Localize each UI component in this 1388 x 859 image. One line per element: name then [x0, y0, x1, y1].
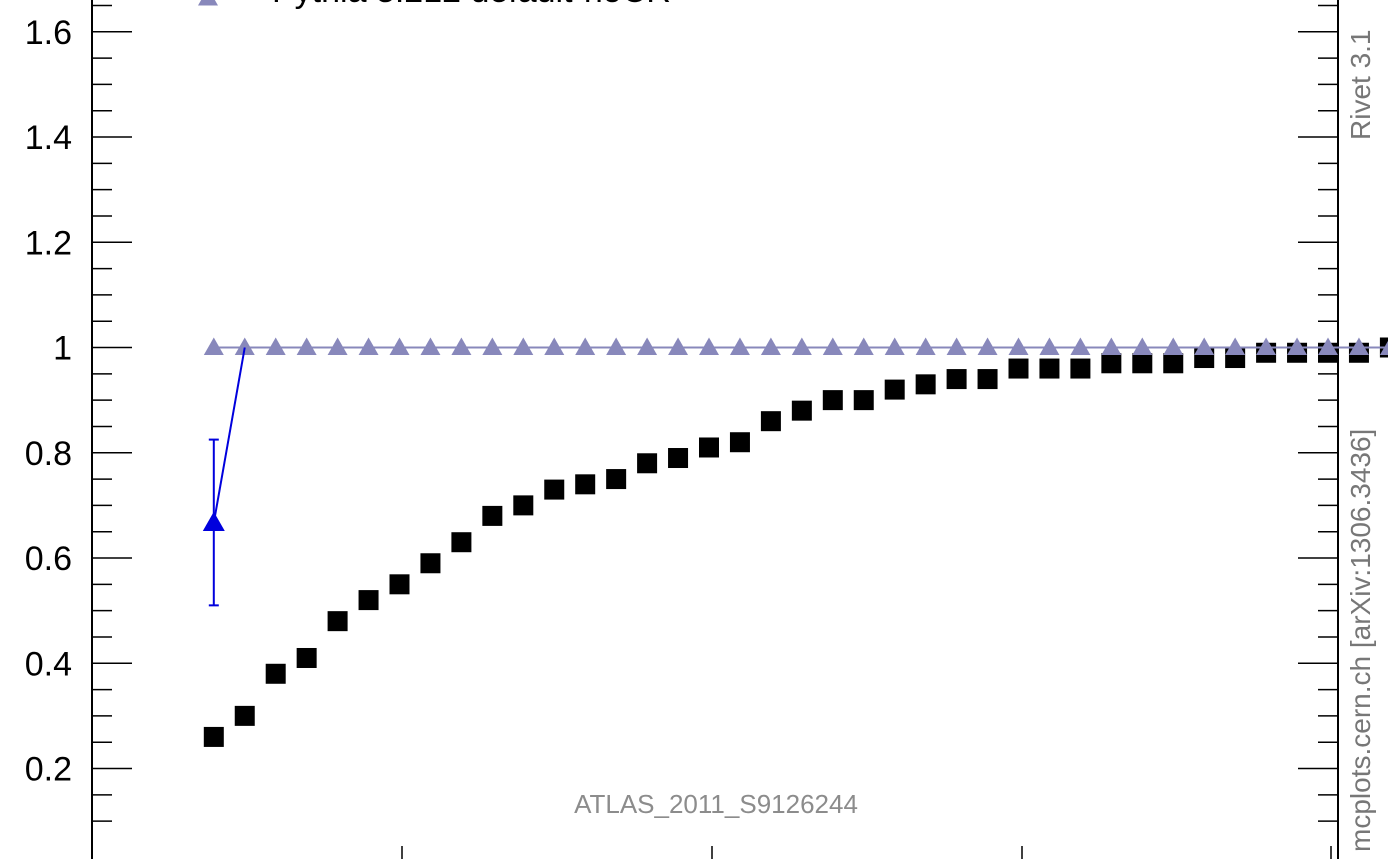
data-point-triangle	[389, 337, 410, 355]
data-point-triangle	[513, 337, 534, 355]
data-point-triangle	[451, 337, 472, 355]
data-point-square	[389, 574, 410, 595]
data-point-triangle	[729, 337, 750, 355]
y-tick-label: 0.2	[25, 751, 72, 789]
data-point-square	[668, 448, 689, 469]
data-point-square	[1132, 353, 1153, 374]
data-point-triangle	[1348, 337, 1369, 355]
data-point-triangle	[234, 337, 255, 355]
data-point-triangle	[1132, 337, 1153, 355]
data-point-square	[760, 411, 781, 432]
data-point-triangle	[699, 337, 719, 355]
data-point-triangle	[1318, 337, 1338, 355]
data-point-square	[358, 590, 379, 611]
y-tick-label: 0.4	[25, 645, 72, 683]
data-point-square	[884, 379, 905, 400]
data-series	[202, 337, 1388, 747]
data-point-triangle	[1070, 337, 1091, 355]
y-tick-label: 1.2	[25, 224, 72, 262]
data-point-triangle	[1194, 337, 1215, 355]
data-point-square	[791, 400, 812, 421]
data-point-square	[729, 432, 750, 453]
data-point-square	[296, 647, 317, 668]
data-point-square	[575, 474, 596, 495]
y-axis-ticks	[92, 4, 1338, 822]
analysis-annotation: ATLAS_2011_S9126244	[574, 789, 858, 819]
data-point-square	[1039, 358, 1060, 379]
y-tick-label: 1.6	[25, 14, 72, 52]
data-point-triangle	[822, 337, 843, 355]
data-point-triangle	[420, 337, 441, 355]
data-point-triangle	[946, 337, 967, 355]
data-point-triangle	[544, 337, 565, 355]
data-point-square	[327, 611, 348, 632]
data-point-square	[234, 705, 255, 726]
data-point-square	[420, 553, 441, 574]
data-point-square	[265, 663, 286, 684]
legend-entry-label: Pythia 8.212 default-noCR	[272, 0, 671, 10]
data-point-triangle	[760, 337, 781, 355]
data-point-square	[482, 505, 503, 526]
data-point-triangle	[1287, 337, 1308, 355]
data-point-square	[915, 374, 936, 395]
data-point-square	[606, 469, 627, 490]
x-axis-ticks	[401, 846, 1332, 859]
y-tick-label: 0.8	[25, 435, 72, 473]
data-point-square	[637, 453, 658, 474]
data-point-square	[853, 390, 874, 411]
data-point-square	[513, 495, 534, 516]
legend: Pythia 8.212 default-noCR	[198, 0, 671, 10]
data-point-triangle	[327, 337, 348, 355]
data-point-square	[1008, 358, 1029, 379]
data-point-square	[451, 532, 472, 553]
side-label-rivet: Rivet 3.1	[1345, 30, 1376, 141]
data-point-triangle	[606, 337, 627, 355]
y-tick-label: 1	[53, 330, 72, 368]
data-point-triangle	[668, 337, 689, 355]
data-point-triangle-blue	[202, 511, 225, 531]
data-point-triangle	[296, 337, 317, 355]
data-point-triangle	[575, 337, 596, 355]
data-point-square	[822, 390, 843, 411]
data-point-triangle	[1008, 337, 1029, 355]
data-point-square	[544, 479, 565, 500]
data-point-triangle	[853, 337, 874, 355]
data-point-triangle	[203, 337, 224, 355]
data-point-triangle	[637, 337, 658, 355]
data-point-triangle	[915, 337, 936, 355]
data-point-triangle	[1163, 337, 1184, 355]
data-point-square	[1163, 353, 1184, 374]
data-point-triangle	[1039, 337, 1060, 355]
data-point-square	[699, 437, 719, 458]
data-point-triangle	[977, 337, 998, 355]
data-point-triangle	[482, 337, 503, 355]
y-tick-label: 1.4	[25, 119, 72, 157]
y-tick-label: 0.6	[25, 540, 72, 578]
data-point-square	[946, 369, 967, 390]
data-point-triangle	[265, 337, 286, 355]
legend-marker-triangle	[198, 0, 218, 6]
side-label-mcplots: mcplots.cern.ch [arXiv:1306.3436]	[1345, 429, 1376, 852]
data-point-square	[977, 369, 998, 390]
data-point-square	[203, 726, 224, 747]
y-axis-tick-labels: 0.2 0.4 0.6 0.8 1 1.2 1.4 1.6	[25, 14, 72, 789]
data-point-square	[1101, 353, 1122, 374]
data-point-triangle	[791, 337, 812, 355]
data-point-triangle	[1101, 337, 1122, 355]
data-point-square	[1070, 358, 1091, 379]
data-point-triangle	[1256, 337, 1277, 355]
data-point-triangle	[1379, 340, 1388, 355]
data-point-triangle	[884, 337, 905, 355]
plot-frame	[91, 0, 1339, 859]
series-line-blue	[212, 347, 246, 523]
data-point-triangle	[1225, 337, 1246, 355]
data-point-triangle	[358, 337, 379, 355]
